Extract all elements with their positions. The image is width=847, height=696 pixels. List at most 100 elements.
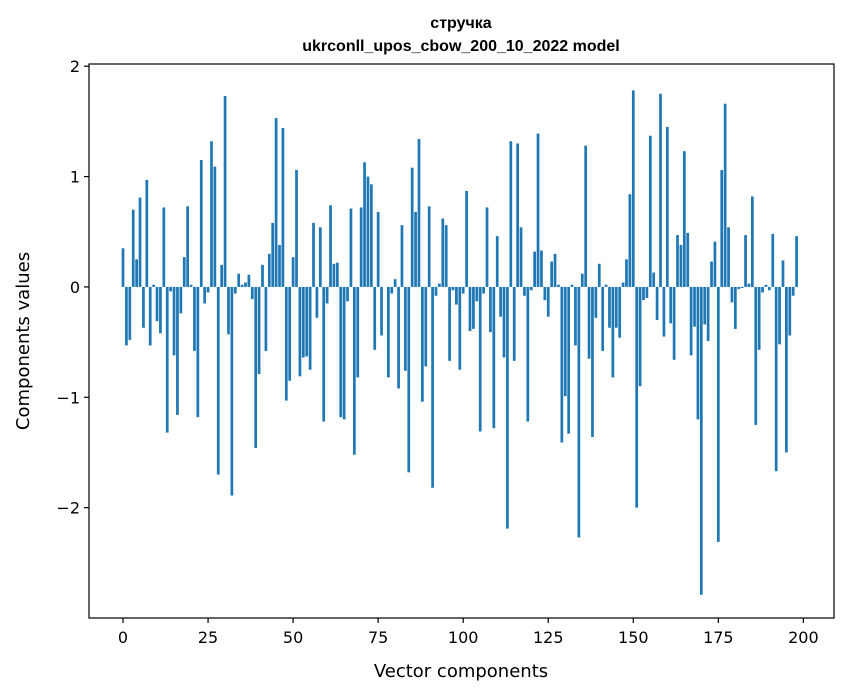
y-tick-label: 0 bbox=[70, 278, 80, 297]
bar-44 bbox=[271, 222, 275, 287]
bar-135 bbox=[580, 273, 584, 287]
bar-194 bbox=[781, 260, 785, 287]
bar-62 bbox=[332, 263, 336, 287]
bar-71 bbox=[363, 162, 366, 287]
bar-15 bbox=[172, 286, 176, 356]
bar-63 bbox=[335, 262, 339, 287]
bar-114 bbox=[509, 141, 513, 287]
bar-143 bbox=[608, 286, 611, 328]
bar-20 bbox=[189, 284, 193, 287]
bar-46 bbox=[278, 244, 281, 287]
bar-94 bbox=[441, 218, 445, 287]
bar-17 bbox=[179, 286, 183, 314]
bar-87 bbox=[417, 139, 421, 287]
bar-124 bbox=[543, 286, 547, 301]
bar-90 bbox=[427, 206, 431, 287]
bar-0 bbox=[121, 248, 125, 287]
bar-182 bbox=[740, 286, 744, 289]
plot-area-frame bbox=[88, 63, 835, 619]
bar-14 bbox=[169, 286, 173, 292]
bar-170 bbox=[699, 286, 703, 595]
bar-111 bbox=[499, 286, 502, 317]
chart-title: стручка bbox=[430, 15, 491, 32]
bar-86 bbox=[414, 211, 417, 287]
bar-22 bbox=[196, 286, 200, 418]
bar-26 bbox=[210, 141, 213, 287]
bar-19 bbox=[186, 206, 190, 287]
bar-81 bbox=[397, 286, 400, 389]
bar-51 bbox=[295, 169, 298, 287]
bar-73 bbox=[369, 184, 373, 287]
bar-45 bbox=[274, 118, 278, 287]
bar-154 bbox=[645, 286, 649, 298]
bar-146 bbox=[618, 286, 622, 338]
bar-65 bbox=[342, 286, 346, 420]
bar-82 bbox=[400, 225, 404, 287]
bar-157 bbox=[655, 286, 659, 321]
bar-18 bbox=[182, 257, 186, 287]
bar-39 bbox=[254, 286, 258, 449]
bar-166 bbox=[686, 232, 690, 287]
bar-137 bbox=[587, 286, 591, 359]
bar-105 bbox=[478, 286, 482, 432]
bar-176 bbox=[720, 169, 724, 287]
bar-109 bbox=[492, 286, 496, 429]
bar-179 bbox=[730, 286, 734, 303]
bar-192 bbox=[774, 286, 778, 472]
bar-52 bbox=[298, 286, 302, 377]
bar-29 bbox=[220, 264, 224, 287]
bar-9 bbox=[152, 284, 155, 287]
bar-119 bbox=[526, 286, 530, 422]
bar-6 bbox=[142, 286, 145, 328]
bar-153 bbox=[642, 286, 645, 301]
bar-40 bbox=[257, 286, 261, 375]
bar-34 bbox=[237, 273, 241, 287]
bar-99 bbox=[458, 286, 462, 370]
bar-100 bbox=[461, 286, 465, 294]
bar-79 bbox=[390, 286, 394, 294]
bar-98 bbox=[455, 286, 458, 305]
x-axis: 0 25 50 75 100 125 150 175 200 bbox=[118, 618, 819, 647]
bar-60 bbox=[325, 286, 329, 304]
bar-113 bbox=[506, 286, 509, 529]
y-axis: −2 −1 0 1 2 bbox=[56, 57, 89, 518]
bar-61 bbox=[329, 205, 332, 287]
bar-89 bbox=[424, 286, 428, 367]
bar-125 bbox=[546, 286, 550, 317]
bar-36 bbox=[244, 282, 247, 287]
bar-1 bbox=[125, 286, 128, 346]
bar-38 bbox=[250, 286, 254, 300]
bar-162 bbox=[672, 286, 676, 360]
bar-172 bbox=[706, 286, 710, 341]
bar-33 bbox=[233, 286, 237, 294]
bar-174 bbox=[713, 241, 717, 287]
bar-8 bbox=[148, 286, 152, 346]
bar-190 bbox=[768, 286, 771, 291]
bar-21 bbox=[193, 286, 196, 351]
bar-171 bbox=[703, 286, 707, 325]
bar-127 bbox=[553, 253, 557, 287]
bar-55 bbox=[308, 286, 312, 370]
bar-101 bbox=[465, 190, 468, 287]
bar-35 bbox=[240, 284, 244, 287]
bar-97 bbox=[451, 286, 455, 291]
bar-150 bbox=[631, 90, 635, 287]
x-tick-label: 125 bbox=[533, 628, 564, 647]
bar-108 bbox=[489, 286, 492, 333]
bar-121 bbox=[533, 251, 536, 287]
bar-198 bbox=[795, 236, 798, 287]
bar-104 bbox=[475, 286, 479, 302]
bar-141 bbox=[601, 286, 605, 351]
bar-167 bbox=[689, 286, 693, 356]
bar-93 bbox=[438, 283, 441, 287]
bar-159 bbox=[662, 286, 666, 337]
bar-138 bbox=[591, 286, 594, 438]
bar-5 bbox=[138, 197, 142, 287]
bar-181 bbox=[737, 286, 741, 290]
bar-58 bbox=[318, 227, 322, 287]
bar-68 bbox=[352, 286, 356, 455]
bar-183 bbox=[744, 235, 747, 287]
bar-175 bbox=[716, 286, 720, 542]
bar-188 bbox=[761, 286, 764, 293]
bar-189 bbox=[764, 284, 768, 287]
